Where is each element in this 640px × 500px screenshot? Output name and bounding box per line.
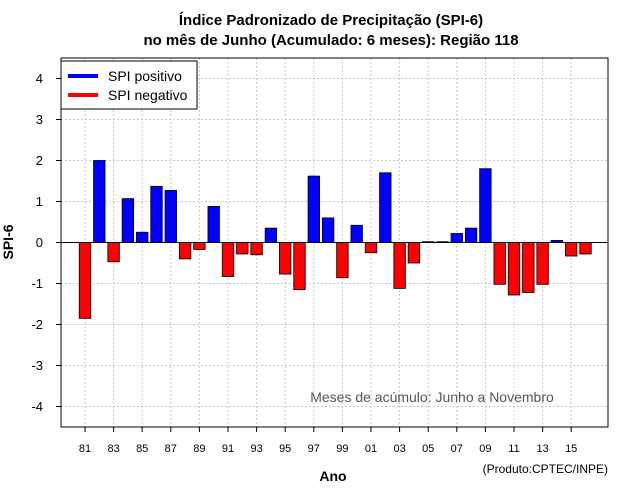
y-tick-label: -1 (31, 276, 43, 291)
x-tick-label: 97 (308, 443, 320, 455)
chart-title-line1: Índice Padronizado de Precipitação (SPI-… (179, 12, 483, 29)
bar-94 (264, 227, 278, 243)
x-tick-label: 89 (193, 443, 205, 455)
bar-91 (221, 242, 235, 277)
bar-03 (393, 242, 406, 289)
x-tick-label: 85 (136, 443, 148, 455)
bar-89 (193, 242, 206, 250)
y-tick-label: 2 (36, 153, 43, 168)
x-tick-label: 99 (336, 443, 348, 455)
x-tick-label: 03 (393, 443, 405, 455)
bar-12 (522, 242, 535, 293)
x-axis: 81 83 85 87 89 91 93 95 97 99 01 03 05 07 09 11 13 15 (79, 427, 577, 455)
x-tick-label: 07 (451, 443, 463, 455)
y-axis-title: SPI-6 (0, 224, 16, 259)
bar-04 (407, 242, 421, 264)
bar-98 (321, 217, 335, 243)
x-tick-label: 95 (279, 443, 291, 455)
bar-84 (121, 198, 135, 243)
x-tick-label: 11 (508, 443, 519, 455)
y-tick-label: 0 (36, 235, 43, 250)
y-tick-label: -2 (31, 317, 43, 332)
legend-label-positive: SPI positivo (108, 68, 182, 84)
bar-88 (178, 242, 192, 260)
bar-92 (236, 242, 249, 255)
bar-99 (336, 242, 349, 279)
annotation: Meses de acúmulo: Junho a Novembro (310, 389, 554, 405)
y-axis: -4 -3 -2 -1 0 1 2 3 4 (31, 71, 61, 414)
bar-02 (379, 172, 392, 243)
bar-96 (293, 242, 306, 291)
bar-11 (507, 242, 521, 296)
bar-86 (150, 185, 163, 243)
credit: (Produto:CPTEC/INPE) (483, 462, 608, 476)
bar-00 (350, 224, 363, 243)
bar-09 (479, 168, 492, 243)
x-tick-label: 01 (365, 443, 377, 455)
bar-16 (579, 242, 592, 255)
x-tick-label: 15 (565, 443, 577, 455)
bar-83 (107, 242, 120, 263)
x-axis-title: Ano (319, 468, 346, 484)
x-tick-label: 93 (250, 443, 262, 455)
y-tick-label: 1 (36, 194, 43, 209)
y-tick-label: 4 (36, 71, 43, 86)
y-tick-label: 3 (36, 112, 43, 127)
legend-box (60, 60, 198, 110)
bar-01 (364, 242, 378, 254)
bar-87 (164, 190, 177, 243)
x-tick-label: 87 (165, 443, 177, 455)
bar-08 (464, 227, 478, 243)
bar-95 (279, 242, 292, 275)
bar-90 (207, 206, 220, 243)
y-tick-label: -4 (31, 399, 43, 414)
legend: SPI positivo SPI negativo (60, 60, 198, 110)
y-tick-label: -3 (31, 358, 43, 373)
bar-13 (536, 242, 549, 285)
legend-label-negative: SPI negativo (108, 87, 188, 103)
bars (78, 160, 592, 319)
bar-10 (493, 242, 506, 285)
x-tick-label: 91 (222, 443, 234, 455)
bar-85 (136, 231, 149, 243)
x-tick-label: 13 (536, 443, 548, 455)
chart-title-line2: no mês de Junho (Acumulado: 6 meses): Re… (143, 32, 518, 49)
bar-97 (307, 175, 320, 243)
x-tick-label: 09 (479, 443, 491, 455)
x-tick-label: 81 (79, 443, 91, 455)
bar-82 (93, 160, 106, 243)
bar-15 (565, 242, 578, 257)
bar-07 (450, 233, 463, 243)
bar-81 (78, 242, 92, 319)
bar-93 (250, 242, 263, 256)
x-tick-label: 05 (422, 443, 434, 455)
x-tick-label: 83 (107, 443, 119, 455)
